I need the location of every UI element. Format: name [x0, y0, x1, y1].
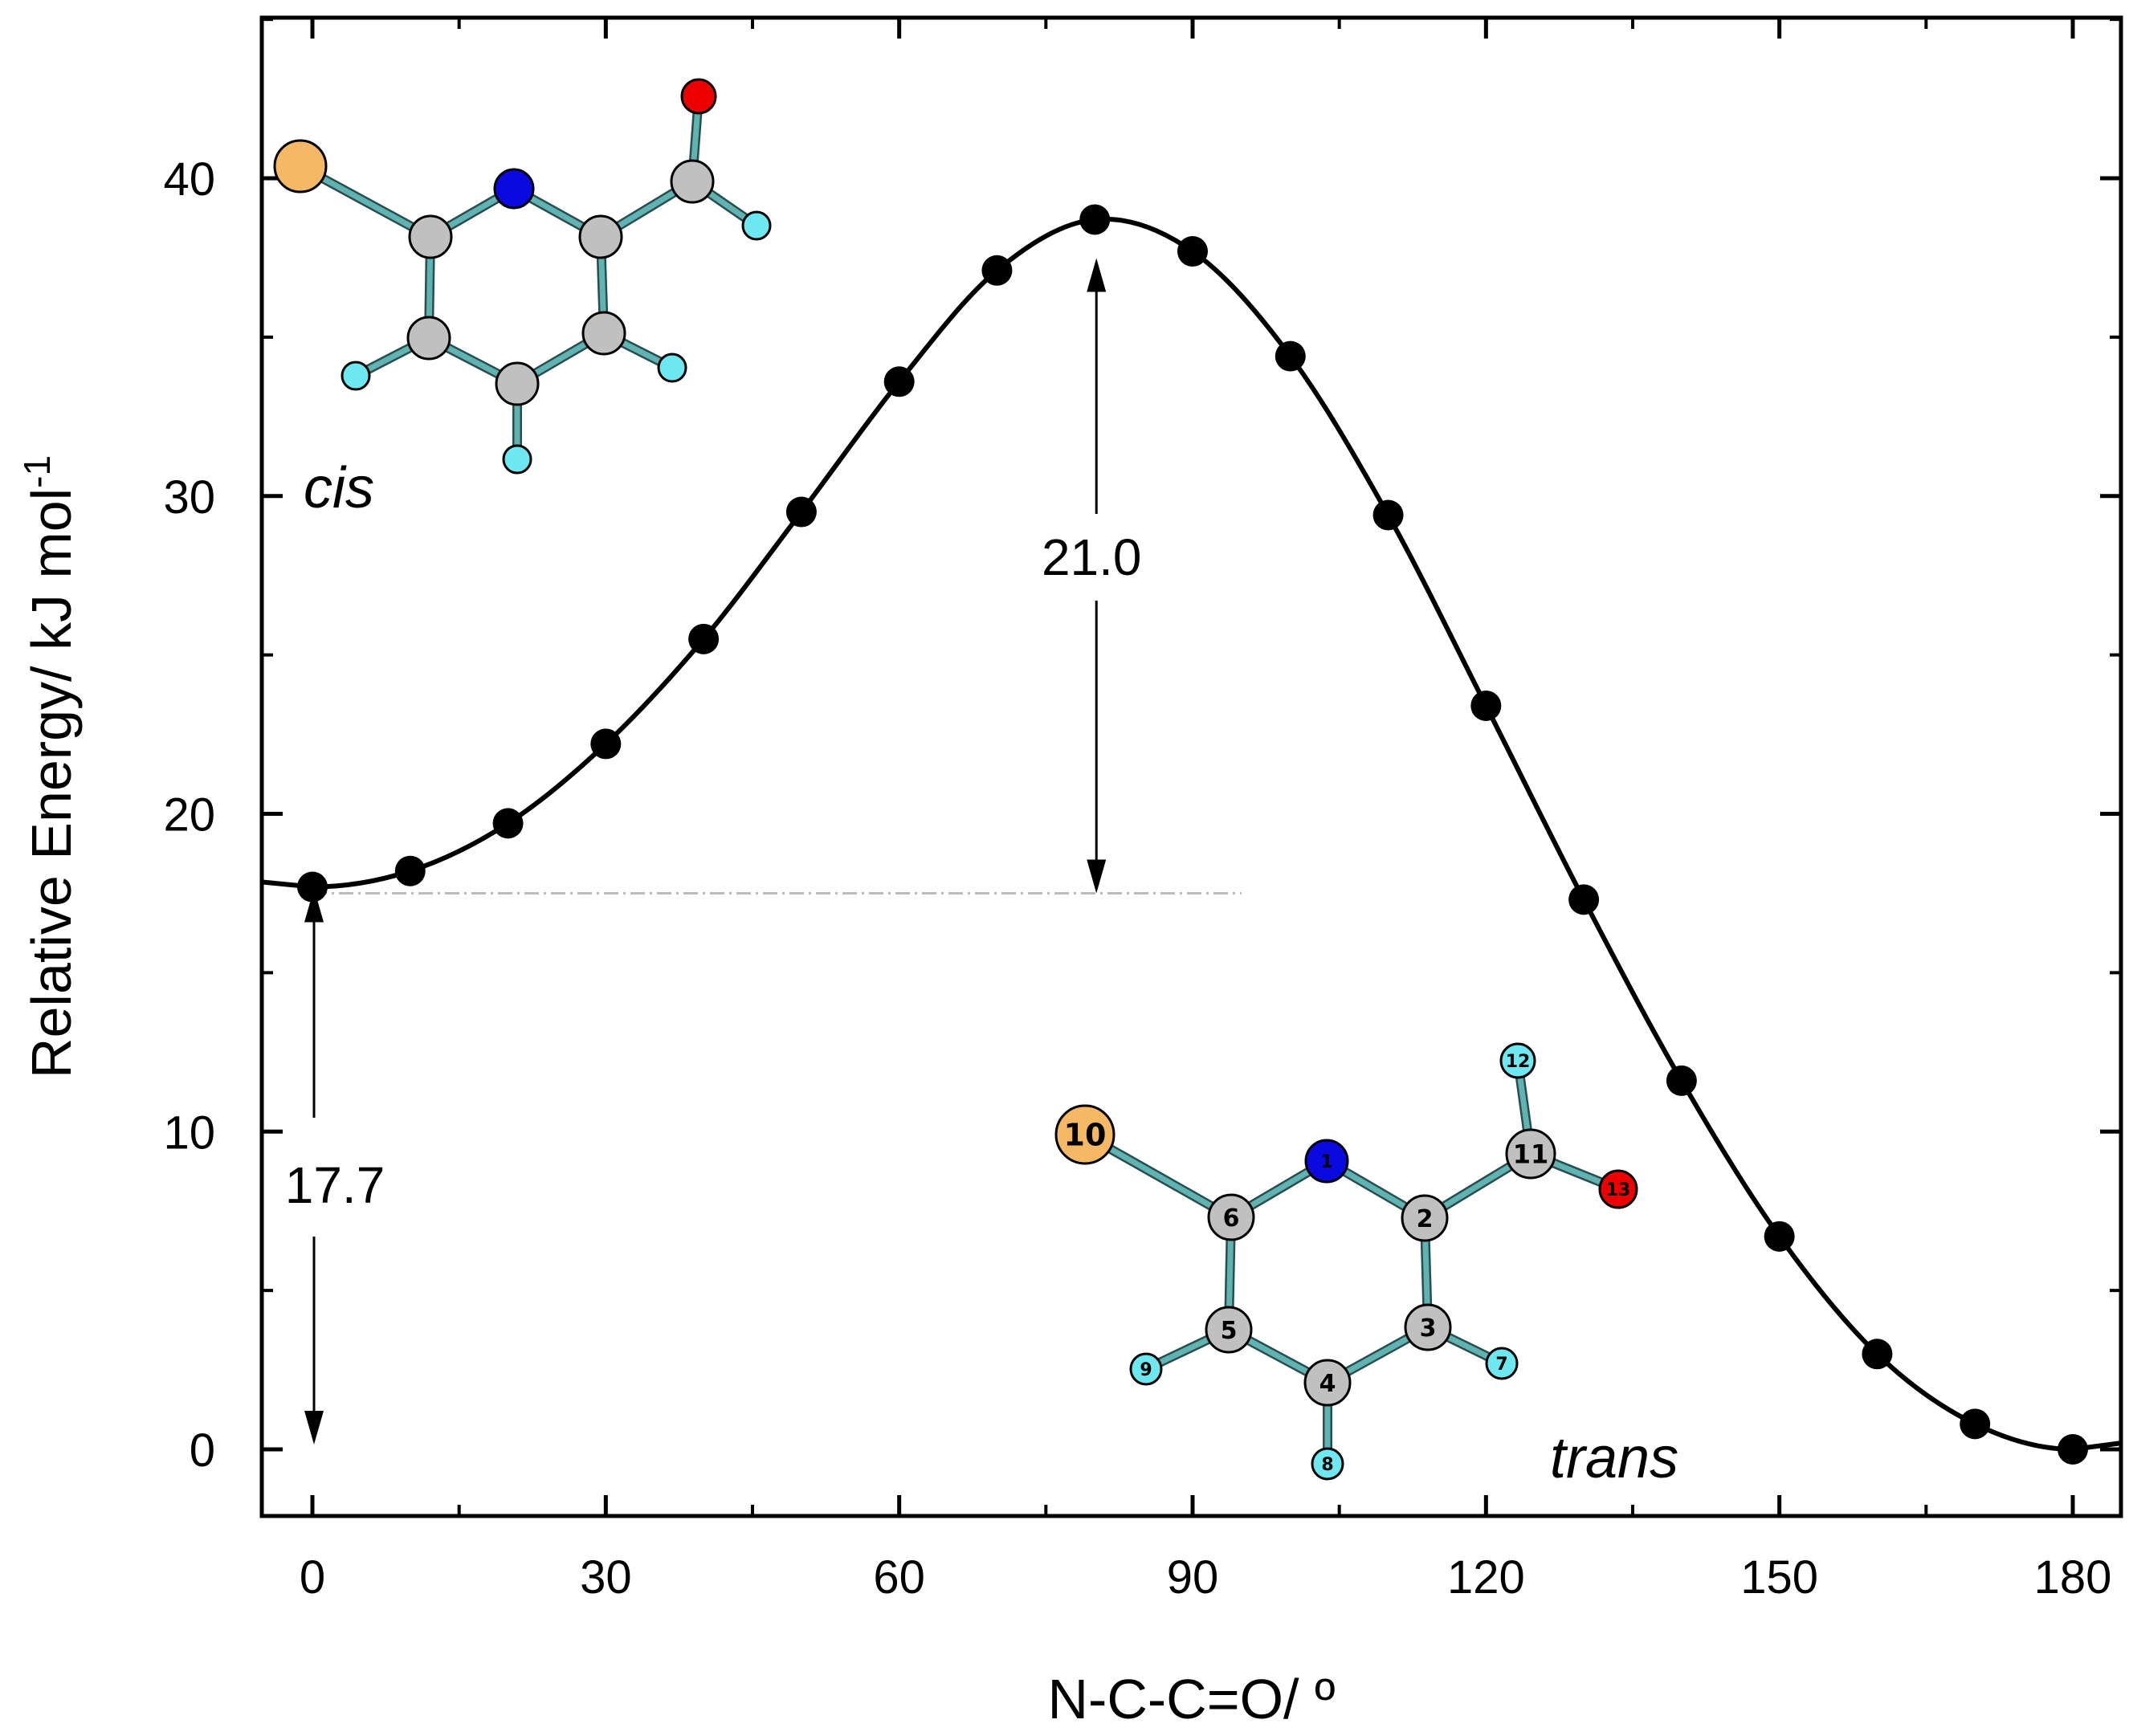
data-point: [1862, 1339, 1893, 1370]
y-axis-title-main: Relative Energy/ kJ mol: [20, 488, 83, 1078]
data-point: [1960, 1408, 1991, 1440]
data-point: [1372, 499, 1404, 531]
atom-nitrogen: [1304, 1139, 1349, 1184]
data-point: [981, 255, 1013, 286]
offset-arrow-head-down: [304, 1411, 324, 1445]
data-point: [1079, 204, 1111, 235]
atom-carbon: [1205, 1306, 1253, 1354]
offset-arrow-head-up: [304, 888, 324, 923]
atom-number: 10: [1064, 1118, 1107, 1153]
y-tick-label: 20: [163, 789, 215, 842]
cis-molecule: [273, 78, 772, 475]
atom-carbon: [408, 214, 453, 259]
axes: 0 30 60 90 120 150 180 0 10 20 30 40 N-C-C=O/ º Relat…: [16, 15, 2123, 1730]
atom-number: 7: [1495, 1355, 1507, 1375]
atom-number: 12: [1506, 1052, 1531, 1072]
atom-carbon: [578, 214, 623, 259]
atom-carbon: [1505, 1128, 1556, 1180]
y-tick-label: 0: [190, 1424, 215, 1477]
data-point: [883, 366, 915, 397]
offset-label: 17.7: [285, 1156, 385, 1214]
atom-carbon: [1404, 1303, 1452, 1351]
annotations-group: 21.0 17.7: [285, 258, 1142, 1445]
x-tick-label: 150: [1740, 1551, 1818, 1604]
atom-hydrogen: [502, 444, 532, 475]
atom-halogen: [1054, 1104, 1115, 1165]
atom-hydrogen: [657, 352, 687, 383]
atom-carbon: [1207, 1193, 1255, 1241]
data-point: [1177, 236, 1208, 267]
x-tick-label: 120: [1447, 1551, 1525, 1604]
atom-hydrogen: [1499, 1042, 1536, 1079]
barrier-label: 21.0: [1042, 528, 1142, 586]
fit-curve-group: [263, 216, 2121, 1453]
data-point: [2058, 1434, 2088, 1465]
atom-halogen: [273, 139, 328, 194]
data-point: [1568, 884, 1600, 915]
y-tick-label: 40: [163, 153, 215, 206]
atom-number: 13: [1606, 1180, 1631, 1200]
x-tick-label: 180: [2034, 1551, 2112, 1604]
series-line: [263, 216, 2121, 1453]
y-tick-label: 10: [163, 1106, 215, 1159]
x-tick-label: 0: [300, 1551, 325, 1604]
data-point: [590, 728, 622, 760]
atom-number: 6: [1223, 1204, 1240, 1233]
y-tick-label: 30: [163, 471, 215, 524]
trans-label: trans: [1550, 1426, 1678, 1490]
data-point: [1470, 690, 1502, 721]
atom-hydrogen: [741, 210, 772, 241]
x-axis-title: N-C-C=O/ º: [1047, 1668, 1335, 1730]
data-points-group: [297, 204, 2088, 1465]
atom-hydrogen: [1129, 1352, 1163, 1386]
atom-number: 1: [1320, 1152, 1332, 1172]
atom-carbon: [1303, 1359, 1352, 1407]
atom-carbon: [581, 311, 626, 356]
barrier-arrow-head-up: [1087, 258, 1107, 292]
atom-carbon: [406, 316, 451, 361]
x-tick-label: 90: [1167, 1551, 1219, 1604]
data-point: [297, 871, 328, 903]
data-point: [785, 496, 817, 528]
atom-carbon: [495, 361, 540, 406]
data-point: [688, 623, 720, 654]
y-axis-title-superscript: -1: [16, 455, 58, 488]
data-point: [394, 855, 426, 886]
x-tick-label: 30: [580, 1551, 632, 1604]
atom-hydrogen: [1311, 1447, 1344, 1481]
atom-oxygen: [1598, 1169, 1638, 1209]
atom-number: 2: [1417, 1205, 1434, 1233]
atom-number: 8: [1321, 1455, 1333, 1475]
atom-hydrogen: [341, 361, 371, 391]
atom-carbon: [1401, 1194, 1449, 1242]
atom-number: 9: [1140, 1360, 1152, 1380]
atom-nitrogen: [493, 168, 535, 210]
atom-carbon: [670, 159, 715, 204]
atom-oxygen: [680, 78, 717, 115]
data-point: [1275, 340, 1306, 372]
atom-number: 5: [1221, 1317, 1238, 1345]
atom-number: 3: [1420, 1314, 1437, 1343]
y-axis-title: Relative Energy/ kJ mol-1: [16, 455, 83, 1078]
data-point: [492, 808, 524, 839]
data-point: [1666, 1065, 1697, 1096]
atom-number: 11: [1513, 1139, 1549, 1170]
cis-label: cis: [304, 456, 374, 520]
atom-hydrogen: [1485, 1347, 1519, 1380]
x-tick-label: 60: [873, 1551, 925, 1604]
atom-number: 4: [1319, 1370, 1336, 1398]
barrier-arrow-head-down: [1087, 859, 1107, 894]
data-point: [1764, 1220, 1795, 1252]
